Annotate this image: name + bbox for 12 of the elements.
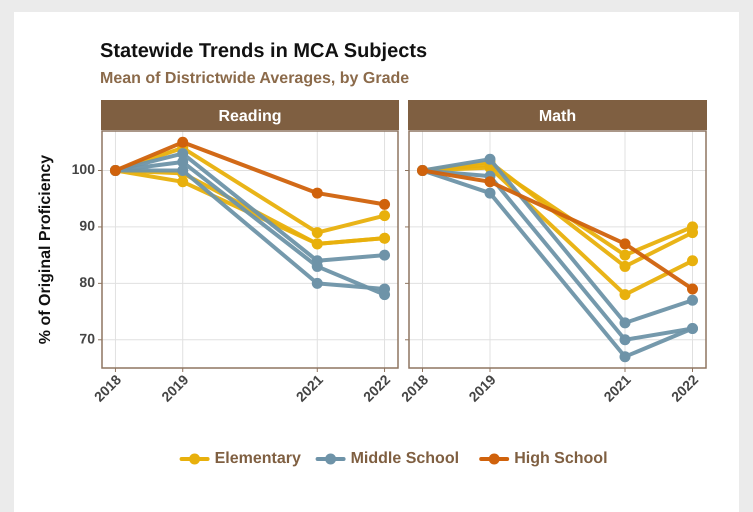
legend-label: Elementary <box>214 450 301 468</box>
y-tick-label: 100 <box>72 161 96 178</box>
chart-title: Reading <box>218 108 282 125</box>
y-tick-label: 90 <box>79 218 96 234</box>
text: Mean of Districtwide Averages, by Grade <box>100 70 410 87</box>
legend-label: High School <box>514 450 608 468</box>
legend-label: Middle School <box>350 450 460 468</box>
y-axis-title: % of Original Proficiency <box>37 154 54 344</box>
text: Statewide Trends in MCA Subjects <box>100 40 428 62</box>
chart-title: Math <box>538 108 576 125</box>
y-tick-label: 70 <box>79 330 96 346</box>
y-tick-label: 80 <box>79 274 96 290</box>
